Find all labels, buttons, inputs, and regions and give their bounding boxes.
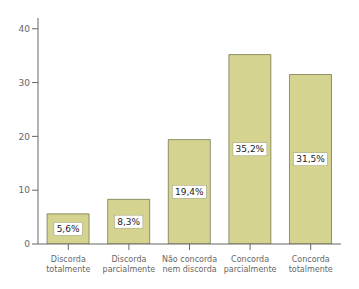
svg-text:31,5%: 31,5% [296, 154, 325, 164]
svg-text:10: 10 [19, 185, 31, 195]
svg-text:8,3%: 8,3% [117, 217, 140, 227]
svg-text:Discordatotalmente: Discordatotalmente [46, 255, 90, 274]
svg-text:35,2%: 35,2% [236, 144, 265, 154]
svg-text:5,6%: 5,6% [57, 224, 80, 234]
svg-text:0: 0 [24, 239, 30, 249]
svg-text:19,4%: 19,4% [175, 187, 204, 197]
svg-text:20: 20 [19, 132, 31, 142]
svg-text:Discordaparcialmente: Discordaparcialmente [103, 255, 156, 274]
svg-text:40: 40 [19, 24, 31, 34]
svg-text:Concordatotalmente: Concordatotalmente [289, 255, 333, 274]
svg-text:30: 30 [19, 78, 31, 88]
svg-text:Não concordanem discorda: Não concordanem discorda [162, 255, 217, 274]
svg-text:Concordaparcialmente: Concordaparcialmente [224, 255, 277, 274]
